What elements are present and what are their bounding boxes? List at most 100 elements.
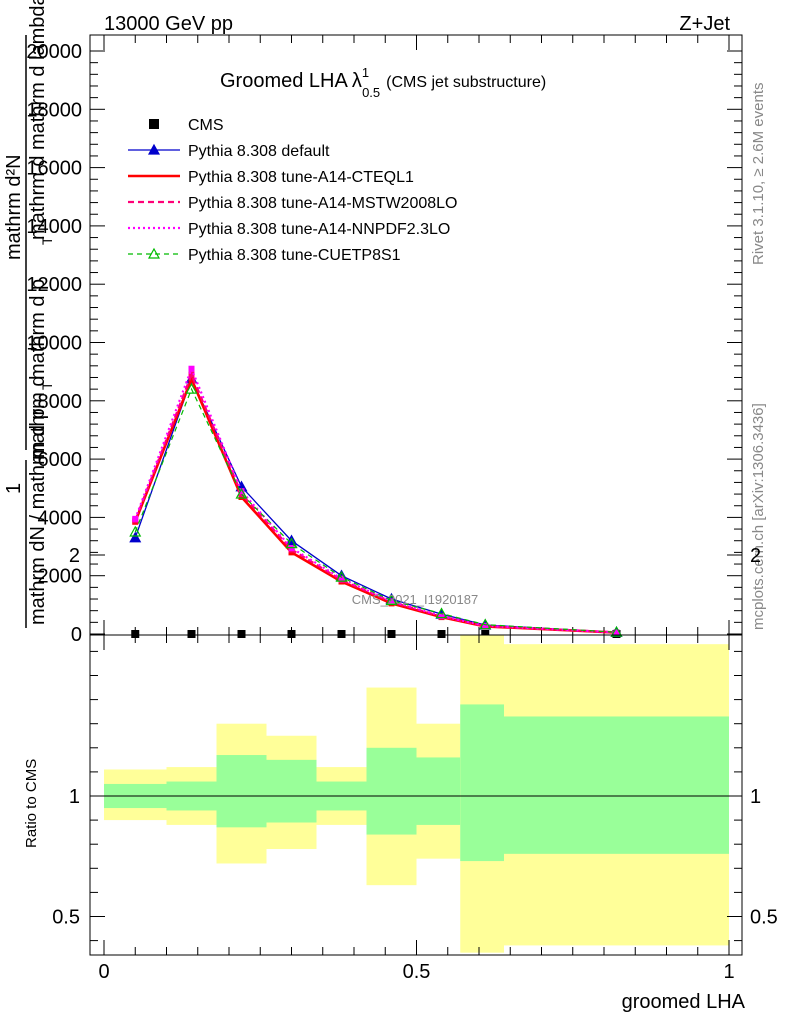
watermark: CMS_2021_I1920187 xyxy=(352,592,479,607)
legend-item: Pythia 8.308 tune-CUETP8S1 xyxy=(128,247,401,264)
ratio-axes: 0.5 0.5 1 1 2 2 0 0.5 1 xyxy=(52,545,778,983)
ratio-inner-band xyxy=(416,757,461,825)
x-axis-label: groomed LHA xyxy=(622,991,746,1013)
title-note: (CMS jet substructure) xyxy=(386,74,546,91)
main-ytick-label: 6000 xyxy=(38,449,83,471)
main-series xyxy=(129,365,623,638)
chart-title: Groomed LHA λ1 0.5 (CMS jet substructure) xyxy=(220,65,546,100)
series-marker xyxy=(338,575,345,582)
legend: CMS Pythia 8.308 default Pythia 8.308 tune… xyxy=(128,117,457,264)
ratio-inner-band xyxy=(216,755,267,828)
series-marker xyxy=(129,525,142,537)
header-right: Z+Jet xyxy=(679,13,730,35)
ylabel-bottom-c: mathrm d xyxy=(27,376,49,460)
legend-label: Pythia 8.308 tune-A14-MSTW2008LO xyxy=(188,195,457,212)
cms-point xyxy=(237,630,246,638)
ratio-panel: 0.5 0.5 1 1 2 2 0 0.5 1 xyxy=(52,545,778,983)
cms-point xyxy=(481,630,490,638)
cms-point xyxy=(387,630,396,638)
main-ytick-label: 20000 xyxy=(26,41,82,63)
series-marker xyxy=(335,570,348,582)
series-marker xyxy=(132,515,139,522)
legend-marker xyxy=(147,143,161,155)
ratio-bands xyxy=(90,635,742,953)
rivet-label: Rivet 3.1.10, ≥ 2.6M events xyxy=(750,83,767,266)
legend-item: Pythia 8.308 tune-A14-MSTW2008LO xyxy=(128,195,457,212)
title-main: Groomed LHA xyxy=(220,70,348,92)
main-ytick-label: 4000 xyxy=(38,507,83,529)
main-ytick-label: 8000 xyxy=(38,391,83,413)
ratio-inner-band xyxy=(460,704,504,862)
legend-label: Pythia 8.308 tune-A14-CTEQL1 xyxy=(188,169,414,186)
legend-marker xyxy=(149,119,159,129)
series-marker xyxy=(188,375,195,382)
cms-point xyxy=(287,630,296,638)
ratio-xtick-label: 0.5 xyxy=(403,961,431,983)
main-ytick-label: 10000 xyxy=(26,333,82,355)
main-axes: 0 2000 4000 6000 8000 10000 12000 14000 16000 180… xyxy=(26,35,742,646)
series-marker xyxy=(613,629,620,636)
ylabel-bottom-b: T xyxy=(39,381,55,390)
title-sub: 0.5 xyxy=(362,85,380,100)
ratio-inner-band xyxy=(504,716,729,854)
series-marker xyxy=(238,488,245,495)
ratio-ytick-label-right: 0.5 xyxy=(750,907,778,929)
cms-point xyxy=(187,630,196,638)
ylabel-top-d: mathrm d mathrm d lambda xyxy=(27,0,49,240)
series-marker xyxy=(438,612,445,619)
ylabel-top-c: T xyxy=(39,236,55,245)
main-ytick-label: 2000 xyxy=(38,566,83,588)
series-line xyxy=(134,387,617,633)
series-marker xyxy=(188,371,195,378)
series-marker xyxy=(479,618,492,630)
legend-label: Pythia 8.308 tune-CUETP8S1 xyxy=(188,247,401,264)
ratio-xtick-label: 0 xyxy=(98,961,109,983)
title-lambda: λ xyxy=(352,70,362,92)
series-marker xyxy=(482,622,489,629)
ratio-ytick-label: 1 xyxy=(69,786,80,808)
series-line xyxy=(134,371,617,634)
ratio-ytick-label: 2 xyxy=(69,545,80,567)
series-marker xyxy=(285,537,298,549)
ratio-inner-band xyxy=(266,759,317,823)
ratio-ylabel: Ratio to CMS xyxy=(23,759,40,848)
ylabel-top-b: mathrm d p xyxy=(27,279,49,380)
series-marker xyxy=(185,382,198,394)
legend-item: Pythia 8.308 tune-A14-CTEQL1 xyxy=(128,169,414,186)
ratio-ytick-label-right: 2 xyxy=(750,545,761,567)
series-marker xyxy=(385,594,398,606)
ylabel-top: mathrm d²N xyxy=(3,154,25,260)
main-panel: 0 2000 4000 6000 8000 10000 12000 14000 16000 180… xyxy=(26,34,743,646)
series-5 xyxy=(129,382,623,637)
main-ytick-label: 0 xyxy=(71,624,82,646)
series-marker xyxy=(235,487,248,499)
ratio-xtick-label: 1 xyxy=(723,961,734,983)
main-ytick-label: 14000 xyxy=(26,216,82,238)
header-left: 13000 GeV pp xyxy=(104,13,233,35)
legend-item: Pythia 8.308 tune-A14-NNPDF2.3LO xyxy=(128,221,450,238)
legend-item: CMS xyxy=(149,117,224,134)
series-marker xyxy=(435,607,448,619)
ratio-frame xyxy=(89,634,743,956)
main-ylabel: mathrm d²N mathrm d p T mathrm d mathrm … xyxy=(3,0,55,628)
legend-item: Pythia 8.308 default xyxy=(128,143,330,160)
ratio-ytick-label: 0.5 xyxy=(52,907,80,929)
series-marker xyxy=(188,365,195,372)
series-0 xyxy=(131,630,621,638)
cms-point xyxy=(337,630,346,638)
ylabel-one: 1 xyxy=(3,483,25,494)
cms-point xyxy=(437,630,446,638)
cms-point xyxy=(131,630,140,638)
series-marker xyxy=(129,531,142,543)
ratio-ytick-label-right: 1 xyxy=(750,786,761,808)
main-ytick-label: 18000 xyxy=(26,99,82,121)
ylabel-bottom: mathrm dN / mathrm d p xyxy=(27,408,49,625)
series-marker xyxy=(610,625,623,637)
main-ytick-label: 16000 xyxy=(26,158,82,180)
legend-label: Pythia 8.308 tune-A14-NNPDF2.3LO xyxy=(188,221,450,238)
mcplots-label: mcplots.cern.ch [arXiv:1306.3436] xyxy=(750,403,767,630)
series-marker xyxy=(388,598,395,605)
legend-label: Pythia 8.308 default xyxy=(188,143,330,160)
legend-label: CMS xyxy=(188,117,224,134)
